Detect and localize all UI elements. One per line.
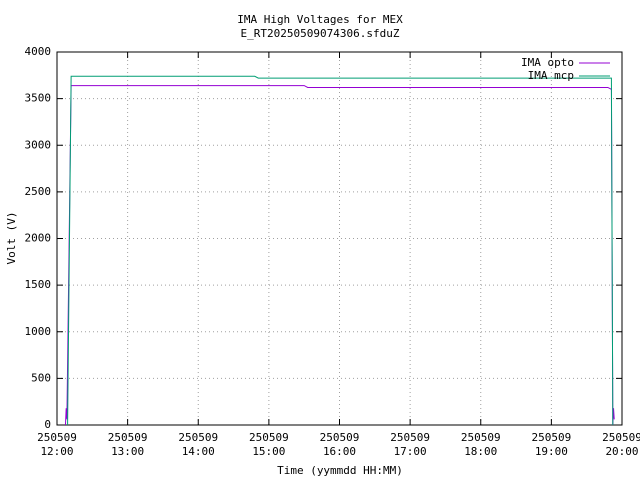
legend-label: IMA opto bbox=[521, 56, 574, 69]
x-tick-label: 250509 bbox=[532, 431, 572, 444]
y-tick-label: 1500 bbox=[25, 278, 52, 291]
legend-label: IMA mcp bbox=[528, 69, 574, 82]
chart-title: IMA High Voltages for MEX bbox=[237, 13, 403, 26]
y-tick-label: 3000 bbox=[25, 138, 52, 151]
x-tick-label: 14:00 bbox=[182, 445, 215, 458]
x-tick-label: 16:00 bbox=[323, 445, 356, 458]
x-tick-label: 15:00 bbox=[252, 445, 285, 458]
y-tick-label: 4000 bbox=[25, 45, 52, 58]
x-tick-label: 12:00 bbox=[40, 445, 73, 458]
y-axis-label: Volt (V) bbox=[5, 212, 18, 265]
y-tick-label: 2000 bbox=[25, 232, 52, 245]
x-tick-label: 250509 bbox=[602, 431, 640, 444]
y-tick-label: 3500 bbox=[25, 92, 52, 105]
series-line bbox=[67, 75, 614, 426]
chart-subtitle: E_RT20250509074306.sfduZ bbox=[241, 27, 400, 40]
x-tick-label: 250509 bbox=[178, 431, 218, 444]
x-tick-label: 18:00 bbox=[464, 445, 497, 458]
y-tick-label: 500 bbox=[31, 371, 51, 384]
x-tick-label: 250509 bbox=[37, 431, 77, 444]
x-tick-label: 20:00 bbox=[605, 445, 638, 458]
x-tick-label: 19:00 bbox=[535, 445, 568, 458]
y-tick-label: 1000 bbox=[25, 325, 52, 338]
x-tick-label: 250509 bbox=[390, 431, 430, 444]
x-tick-label: 250509 bbox=[108, 431, 148, 444]
y-tick-label: 0 bbox=[44, 418, 51, 431]
y-tick-label: 2500 bbox=[25, 185, 52, 198]
plot-frame bbox=[56, 51, 623, 426]
x-tick-label: 17:00 bbox=[394, 445, 427, 458]
x-tick-label: 250509 bbox=[320, 431, 360, 444]
x-tick-label: 250509 bbox=[249, 431, 289, 444]
x-tick-label: 250509 bbox=[461, 431, 501, 444]
x-tick-label: 13:00 bbox=[111, 445, 144, 458]
x-axis-label: Time (yymmdd HH:MM) bbox=[277, 464, 403, 477]
